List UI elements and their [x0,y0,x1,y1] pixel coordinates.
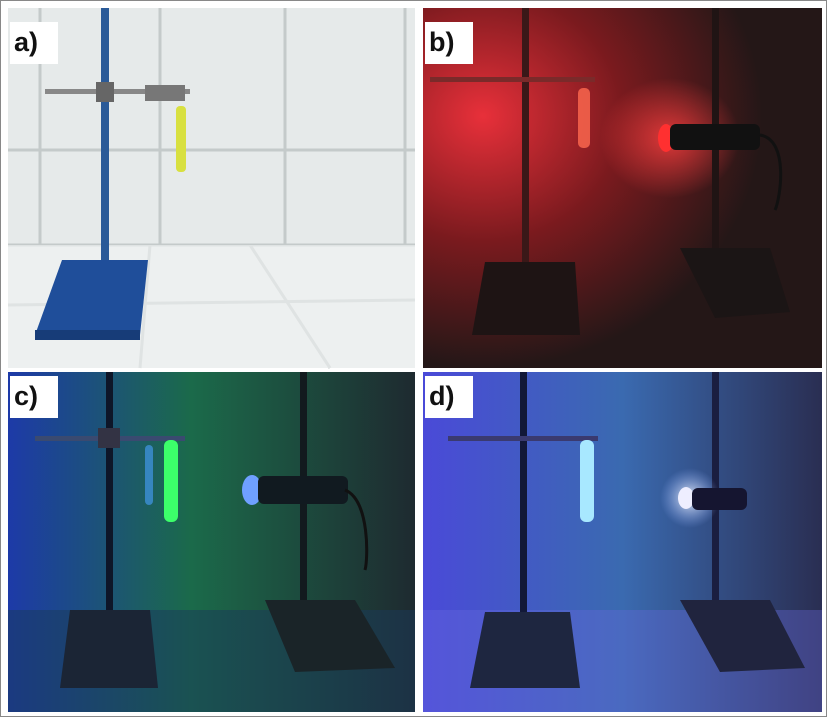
page: a) b) c) [0,0,827,717]
photo-a: a) [8,8,415,368]
figure: a) b) c) [0,0,827,717]
panel-label: a) [14,27,38,57]
photo-b: b) [423,8,822,368]
photo-c: c) [8,372,415,712]
panel-label: d) [429,381,454,411]
photo-d: d) [423,372,822,712]
panel-label: c) [14,381,38,411]
panel-label: b) [429,27,454,57]
